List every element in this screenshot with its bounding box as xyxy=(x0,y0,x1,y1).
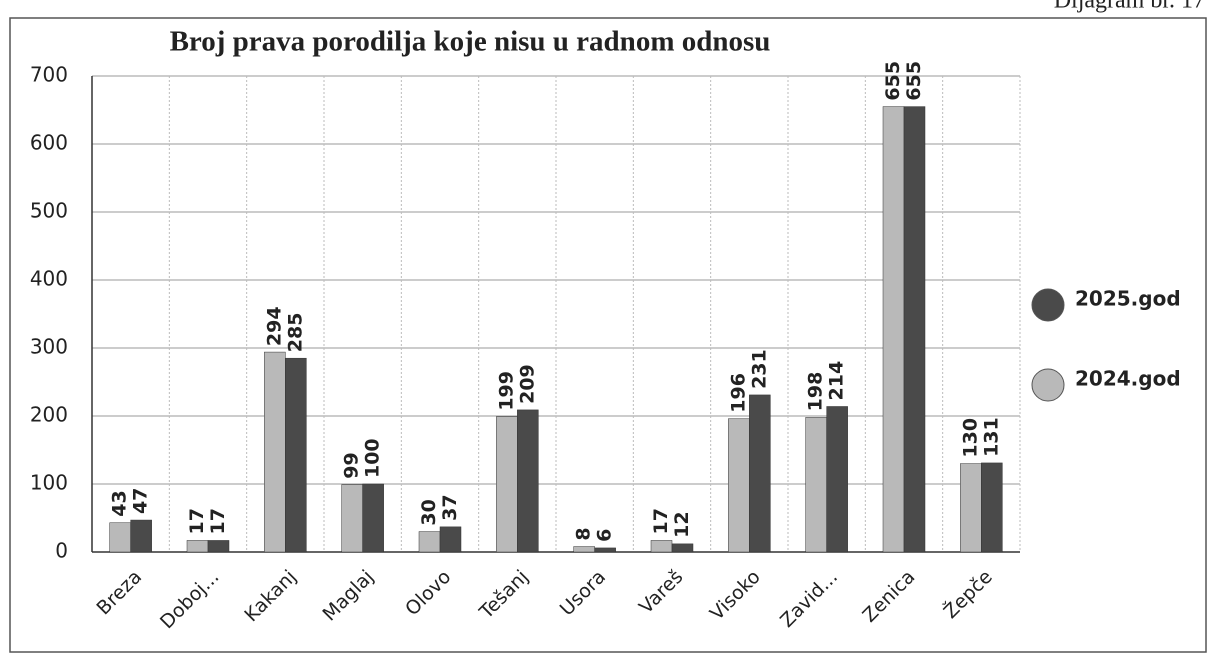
value-label: 294 xyxy=(263,306,285,346)
bar xyxy=(882,106,905,553)
bar xyxy=(130,519,152,553)
y-tick-label: 500 xyxy=(30,199,68,223)
value-label: 12 xyxy=(671,511,693,537)
bar xyxy=(826,406,848,553)
bar xyxy=(805,417,827,553)
x-tick-label: Zavid... xyxy=(776,566,842,632)
y-tick-label: 400 xyxy=(30,267,68,291)
value-label: 131 xyxy=(980,417,1002,457)
bar xyxy=(749,394,771,553)
x-tick-label: Breza xyxy=(93,566,147,620)
x-tick-label: Zenica xyxy=(859,566,920,627)
value-label: 231 xyxy=(748,349,770,389)
bar xyxy=(362,483,384,553)
bar xyxy=(728,418,750,553)
bar xyxy=(573,546,595,553)
value-label: 6 xyxy=(594,529,616,542)
value-label: 285 xyxy=(284,313,306,353)
y-tick-label: 300 xyxy=(30,335,68,359)
y-tick-label: 600 xyxy=(30,131,68,155)
annotation: Dijagram br. 17 xyxy=(1054,0,1205,14)
bar xyxy=(439,526,462,553)
value-label: 196 xyxy=(727,373,749,413)
legend-swatch xyxy=(1031,288,1065,322)
value-label: 100 xyxy=(362,438,384,478)
value-label: 8 xyxy=(573,527,595,540)
chart-title: Broj prava porodilja koje nisu u radnom … xyxy=(170,26,771,58)
bar xyxy=(109,522,131,553)
x-tick-label: Kakanj xyxy=(240,566,300,626)
bar xyxy=(186,540,209,553)
bar xyxy=(496,416,518,553)
bar xyxy=(285,357,307,553)
bar xyxy=(960,463,982,553)
bar xyxy=(671,543,694,553)
chart-frame xyxy=(9,17,1207,653)
value-label: 37 xyxy=(439,494,461,520)
x-tick-label: Usora xyxy=(556,566,610,620)
bar xyxy=(264,351,286,553)
value-label: 655 xyxy=(903,61,925,101)
x-tick-label: Tešanj xyxy=(475,566,533,624)
bar xyxy=(981,462,1003,553)
value-label: 199 xyxy=(495,371,517,411)
x-tick-label: Vareš xyxy=(635,566,687,618)
bar xyxy=(903,106,926,553)
value-label: 214 xyxy=(826,361,848,401)
value-label: 17 xyxy=(207,508,229,534)
value-label: 655 xyxy=(882,61,904,101)
y-tick-label: 700 xyxy=(30,63,68,87)
legend-swatch xyxy=(1031,368,1065,402)
x-tick-label: Žepče xyxy=(939,565,997,623)
y-tick-label: 200 xyxy=(30,403,68,427)
bar xyxy=(418,531,441,553)
x-tick-label: Visoko xyxy=(706,566,765,625)
legend-label: 2025.god xyxy=(1075,287,1181,311)
value-label: 17 xyxy=(186,508,208,534)
x-tick-label: Maglaj xyxy=(318,566,378,626)
x-tick-label: Doboj... xyxy=(156,566,223,633)
bar xyxy=(341,484,363,553)
bar xyxy=(594,547,616,553)
value-label: 209 xyxy=(516,364,538,404)
value-label: 17 xyxy=(650,508,672,534)
y-tick-label: 0 xyxy=(55,539,68,563)
value-label: 99 xyxy=(341,452,363,478)
x-tick-label: Olovo xyxy=(401,566,455,620)
value-label: 198 xyxy=(805,372,827,412)
bar xyxy=(517,409,539,553)
value-label: 30 xyxy=(418,499,440,525)
y-tick-label: 100 xyxy=(30,471,68,495)
value-label: 47 xyxy=(130,488,152,514)
value-label: 43 xyxy=(109,490,131,516)
value-label: 130 xyxy=(959,418,981,458)
legend-label: 2024.god xyxy=(1075,367,1181,391)
bar xyxy=(650,540,673,553)
bar xyxy=(207,540,230,553)
